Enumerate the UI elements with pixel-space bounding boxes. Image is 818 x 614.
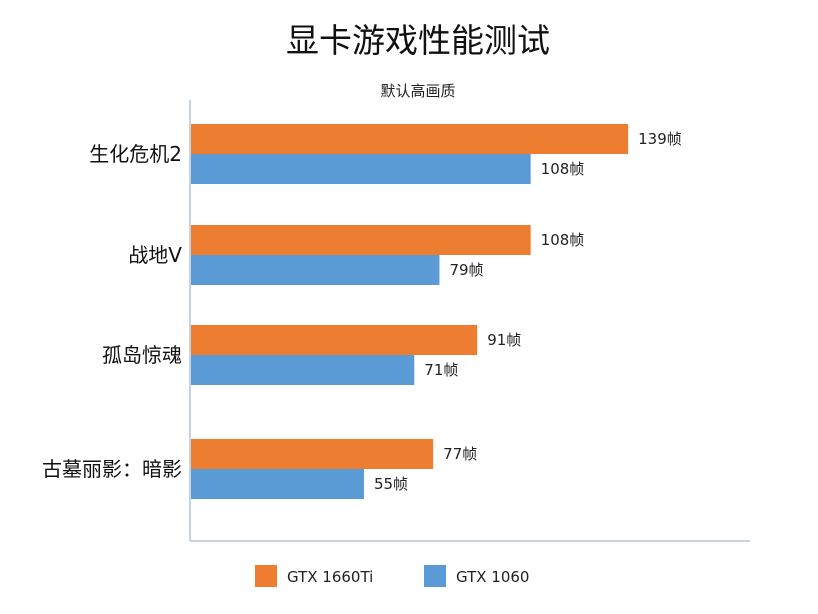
legend-label: GTX 1660Ti xyxy=(287,568,373,586)
legend-swatch xyxy=(255,565,277,587)
legend: GTX 1660Ti GTX 1060 xyxy=(255,565,529,587)
bar xyxy=(191,325,478,355)
data-label: 91帧 xyxy=(487,331,521,349)
bar xyxy=(191,154,531,184)
bars xyxy=(191,124,629,499)
category-label: 生化危机2 xyxy=(89,142,182,166)
bar xyxy=(191,439,434,469)
data-label: 71帧 xyxy=(424,361,458,379)
bar xyxy=(191,355,415,385)
legend-label: GTX 1060 xyxy=(456,568,529,586)
data-label: 77帧 xyxy=(443,445,477,463)
bar xyxy=(191,469,364,499)
legend-swatch xyxy=(424,565,446,587)
legend-item: GTX 1660Ti xyxy=(255,565,373,587)
data-label: 55帧 xyxy=(374,475,408,493)
bar xyxy=(191,124,629,154)
data-label: 139帧 xyxy=(638,130,682,148)
category-label: 孤岛惊魂 xyxy=(102,343,182,367)
data-label: 108帧 xyxy=(541,160,585,178)
data-labels: 139帧 108帧 108帧 79帧 91帧 71帧 77帧 55帧 xyxy=(374,130,682,493)
category-label: 古墓丽影：暗影 xyxy=(42,457,182,481)
data-label: 108帧 xyxy=(541,231,585,249)
chart-title: 显卡游戏性能测试 xyxy=(286,21,550,60)
bar xyxy=(191,225,531,255)
bar xyxy=(191,255,440,285)
data-label: 79帧 xyxy=(449,261,483,279)
category-label: 战地V xyxy=(128,243,182,267)
chart-subtitle: 默认高画质 xyxy=(380,82,455,100)
legend-item: GTX 1060 xyxy=(424,565,529,587)
